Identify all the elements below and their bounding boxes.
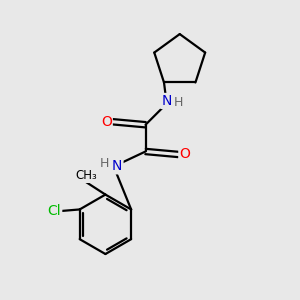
Text: H: H — [174, 96, 184, 109]
Text: N: N — [112, 159, 122, 173]
Text: N: N — [161, 94, 172, 108]
Text: H: H — [100, 157, 110, 170]
Text: O: O — [179, 148, 190, 161]
Text: Cl: Cl — [48, 204, 61, 218]
Text: O: O — [101, 115, 112, 129]
Text: CH₃: CH₃ — [75, 169, 97, 182]
